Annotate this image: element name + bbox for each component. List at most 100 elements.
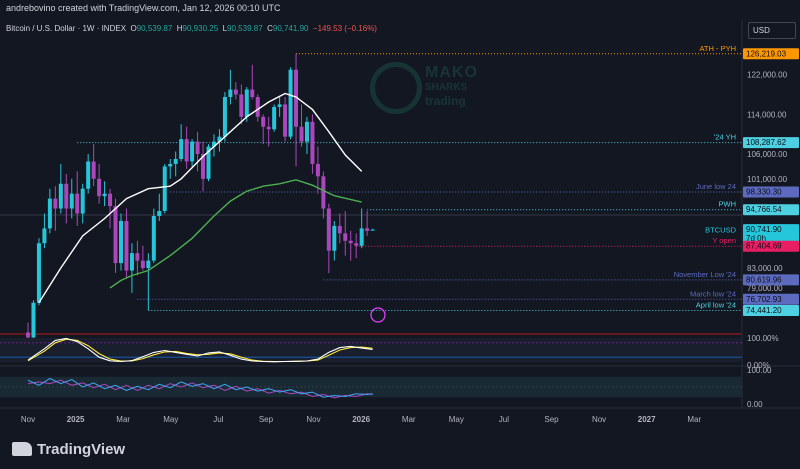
price-tag-value-8: 74,441.20 xyxy=(746,306,782,315)
time-tick-label: May xyxy=(163,415,178,424)
time-tick-label: Nov xyxy=(592,415,606,424)
candle-body-12 xyxy=(91,161,96,179)
price-tag-bg-3 xyxy=(743,204,799,216)
candle-body-14 xyxy=(102,193,107,197)
candle-body-3 xyxy=(42,228,47,244)
time-tick-label: Mar xyxy=(402,415,416,424)
candle-body-62 xyxy=(365,228,370,231)
price-tag-bg-5 xyxy=(743,240,799,252)
osc2-band xyxy=(0,376,742,398)
candle-body-41 xyxy=(250,89,255,98)
candle-body-21 xyxy=(140,260,145,269)
watermark-line2: SHARKS xyxy=(425,82,468,93)
candle-body-49 xyxy=(294,69,299,127)
candle-body-42 xyxy=(255,97,260,117)
watermark-line1: MAKO xyxy=(425,64,478,81)
candle-body-40 xyxy=(244,89,249,117)
level-label-7: March low '24 xyxy=(690,289,736,298)
candle-body-51 xyxy=(304,121,309,142)
currency-selector[interactable]: USD xyxy=(748,22,796,39)
candle-body-26 xyxy=(168,163,173,167)
time-tick-label: Mar xyxy=(116,415,130,424)
close-label: C xyxy=(267,24,273,33)
candle-body-34 xyxy=(211,141,216,147)
open-label: O xyxy=(130,24,137,33)
tradingview-logo-icon xyxy=(12,442,32,456)
osc1-tick: 0.00% xyxy=(747,361,770,370)
price-tag-bg-8 xyxy=(743,304,799,316)
level-label-3: PWH xyxy=(719,200,737,209)
close-value: 90,741.90 xyxy=(272,24,309,33)
candle-body-2 xyxy=(36,243,41,303)
high-label: H xyxy=(176,24,183,33)
candle-body-4 xyxy=(47,198,52,229)
candle-body-8 xyxy=(69,193,74,209)
candle-body-50 xyxy=(299,126,304,142)
time-tick-label: Sep xyxy=(259,415,274,424)
level-label-6: November Low '24 xyxy=(674,270,736,279)
candle-body-59 xyxy=(348,240,353,244)
author-line: andrebovino created with TradingView.com… xyxy=(6,3,281,13)
candle-body-31 xyxy=(195,141,200,155)
candle-body-9 xyxy=(75,193,80,214)
candle-body-57 xyxy=(337,225,342,234)
candle-body-32 xyxy=(201,154,206,179)
osc2-tick: 100.00 xyxy=(747,366,772,375)
tradingview-logo: TradingView xyxy=(12,441,125,458)
candle-body-56 xyxy=(332,225,337,251)
level-label-1: '24 YH xyxy=(714,133,736,142)
price-tag-bg-0 xyxy=(743,48,799,60)
candle-body-11 xyxy=(86,161,91,189)
level-label-5: Y open xyxy=(712,236,736,245)
candle-body-52 xyxy=(310,121,315,164)
price-tag-bg-4 xyxy=(743,224,799,245)
price-tick-label: 83,000.00 xyxy=(747,264,783,273)
candle-body-45 xyxy=(272,106,277,130)
candle-body-60 xyxy=(354,243,359,246)
mako-sharks-watermark: MAKO SHARKS trading xyxy=(370,62,480,117)
osc1-k-line xyxy=(27,337,373,363)
price-tag-value-4: 90,741.90 xyxy=(746,225,782,234)
price-tag-bg-1 xyxy=(743,137,799,149)
candle-body-27 xyxy=(173,158,178,164)
ma-long-line xyxy=(109,179,362,289)
candle-body-6 xyxy=(58,183,63,209)
candle-body-55 xyxy=(326,208,331,251)
candle-body-58 xyxy=(343,233,348,241)
price-tag-countdown: 7d 0h xyxy=(746,234,766,243)
time-tick-label: Mar xyxy=(687,415,701,424)
time-tick-label: May xyxy=(449,415,464,424)
candle-body-22 xyxy=(146,260,151,269)
candle-body-10 xyxy=(80,188,85,214)
osc1-background xyxy=(0,338,742,362)
candle-body-7 xyxy=(64,183,69,209)
tradingview-brand: TradingView xyxy=(37,441,126,458)
change-value: −149.53 (−0.16%) xyxy=(312,24,377,33)
price-tag-value-3: 94,766.54 xyxy=(746,205,782,214)
price-tick-label: 101,000.00 xyxy=(747,175,788,184)
level-label-2: June low 24 xyxy=(696,182,736,191)
price-tag-value-5: 87,404.69 xyxy=(746,242,782,251)
candle-body-54 xyxy=(321,176,326,209)
target-circle-icon xyxy=(370,307,386,323)
candle-body-35 xyxy=(217,136,222,142)
candle-body-0 xyxy=(26,332,30,338)
candle-body-1 xyxy=(31,302,36,338)
osc2-a-line xyxy=(27,377,373,398)
candle-body-44 xyxy=(266,126,271,130)
osc2-tick: 0.00 xyxy=(747,400,763,409)
price-tag-value-1: 108,287.62 xyxy=(746,138,787,147)
time-tick-label: 2027 xyxy=(638,415,656,424)
candle-body-53 xyxy=(315,163,320,177)
time-tick-label: Sep xyxy=(544,415,559,424)
candle-body-28 xyxy=(179,139,184,159)
candles-layer xyxy=(26,53,375,353)
time-tick-label: Jul xyxy=(499,415,509,424)
candle-body-33 xyxy=(206,146,211,179)
level-label-8: April low '24 xyxy=(696,300,736,309)
candle-body-18 xyxy=(124,220,129,271)
low-value: 90,539.87 xyxy=(227,24,263,33)
candle-body-20 xyxy=(135,253,140,261)
candle-body-30 xyxy=(190,141,195,162)
shark-logo-icon xyxy=(370,62,422,114)
